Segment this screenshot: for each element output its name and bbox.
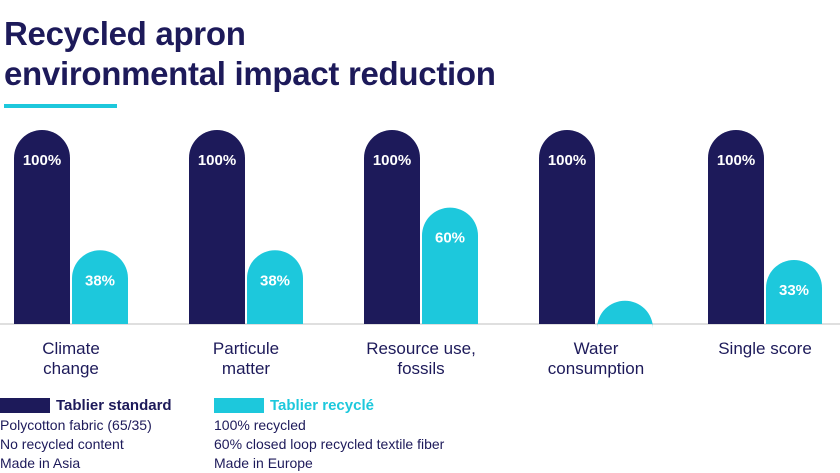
legend-label-standard: Tablier standard — [56, 397, 172, 414]
bar-recycled-0 — [72, 250, 128, 324]
data-label-standard-1: 100% — [198, 152, 236, 169]
bar-standard-3 — [539, 130, 595, 324]
data-label-standard-3: 100% — [548, 152, 586, 169]
category-label-4-0: Single score — [718, 339, 812, 358]
category-label-3-1: consumption — [548, 359, 644, 378]
bar-standard-4 — [708, 130, 764, 324]
category-label-0-1: change — [43, 359, 99, 378]
data-label-recycled-3: 12% — [610, 323, 640, 340]
category-label-0-0: Climate — [42, 339, 100, 358]
data-label-recycled-4: 33% — [779, 282, 809, 299]
legend-recycled-line-3: Made in Europe — [214, 455, 313, 471]
bar-recycled-4 — [766, 259, 822, 324]
category-label-3-0: Water — [574, 339, 619, 358]
title-line-1: Recycled apron — [4, 15, 246, 52]
bar-standard-1 — [189, 130, 245, 324]
data-label-recycled-1: 38% — [260, 272, 290, 289]
bar-recycled-3 — [597, 300, 653, 329]
legend-standard-line-1: Polycotton fabric (65/35) — [0, 417, 152, 433]
category-label-1-1: matter — [222, 359, 271, 378]
title-accent-line — [4, 104, 117, 108]
data-label-standard-2: 100% — [373, 152, 411, 169]
legend-standard-line-3: Made in Asia — [0, 455, 81, 471]
legend-recycled-line-1: 100% recycled — [214, 417, 306, 433]
chart-title: Recycled apron environmental impact redu… — [4, 14, 496, 94]
title-line-2: environmental impact reduction — [4, 55, 496, 92]
legend-standard: Tablier standard Polycotton fabric (65/3… — [0, 396, 172, 473]
bar-standard-2 — [364, 130, 420, 324]
data-label-standard-4: 100% — [717, 152, 755, 169]
category-label-2-1: fossils — [397, 359, 444, 378]
bar-standard-0 — [14, 130, 70, 324]
category-label-2-0: Resource use, — [366, 339, 476, 358]
legend-label-recycled: Tablier recyclé — [270, 397, 374, 414]
data-label-recycled-0: 38% — [85, 272, 115, 289]
legend-swatch-standard — [0, 398, 50, 413]
bar-recycled-1 — [247, 250, 303, 324]
legend-swatch-recycled — [214, 398, 264, 413]
legend-recycled: Tablier recyclé 100% recycled 60% closed… — [214, 396, 444, 473]
data-label-standard-0: 100% — [23, 152, 61, 169]
legend-recycled-line-2: 60% closed loop recycled textile fiber — [214, 436, 445, 452]
legend-standard-line-2: No recycled content — [0, 436, 124, 452]
category-label-1-0: Particule — [213, 339, 279, 358]
bar-recycled-2 — [422, 207, 478, 324]
data-label-recycled-2: 60% — [435, 230, 465, 247]
